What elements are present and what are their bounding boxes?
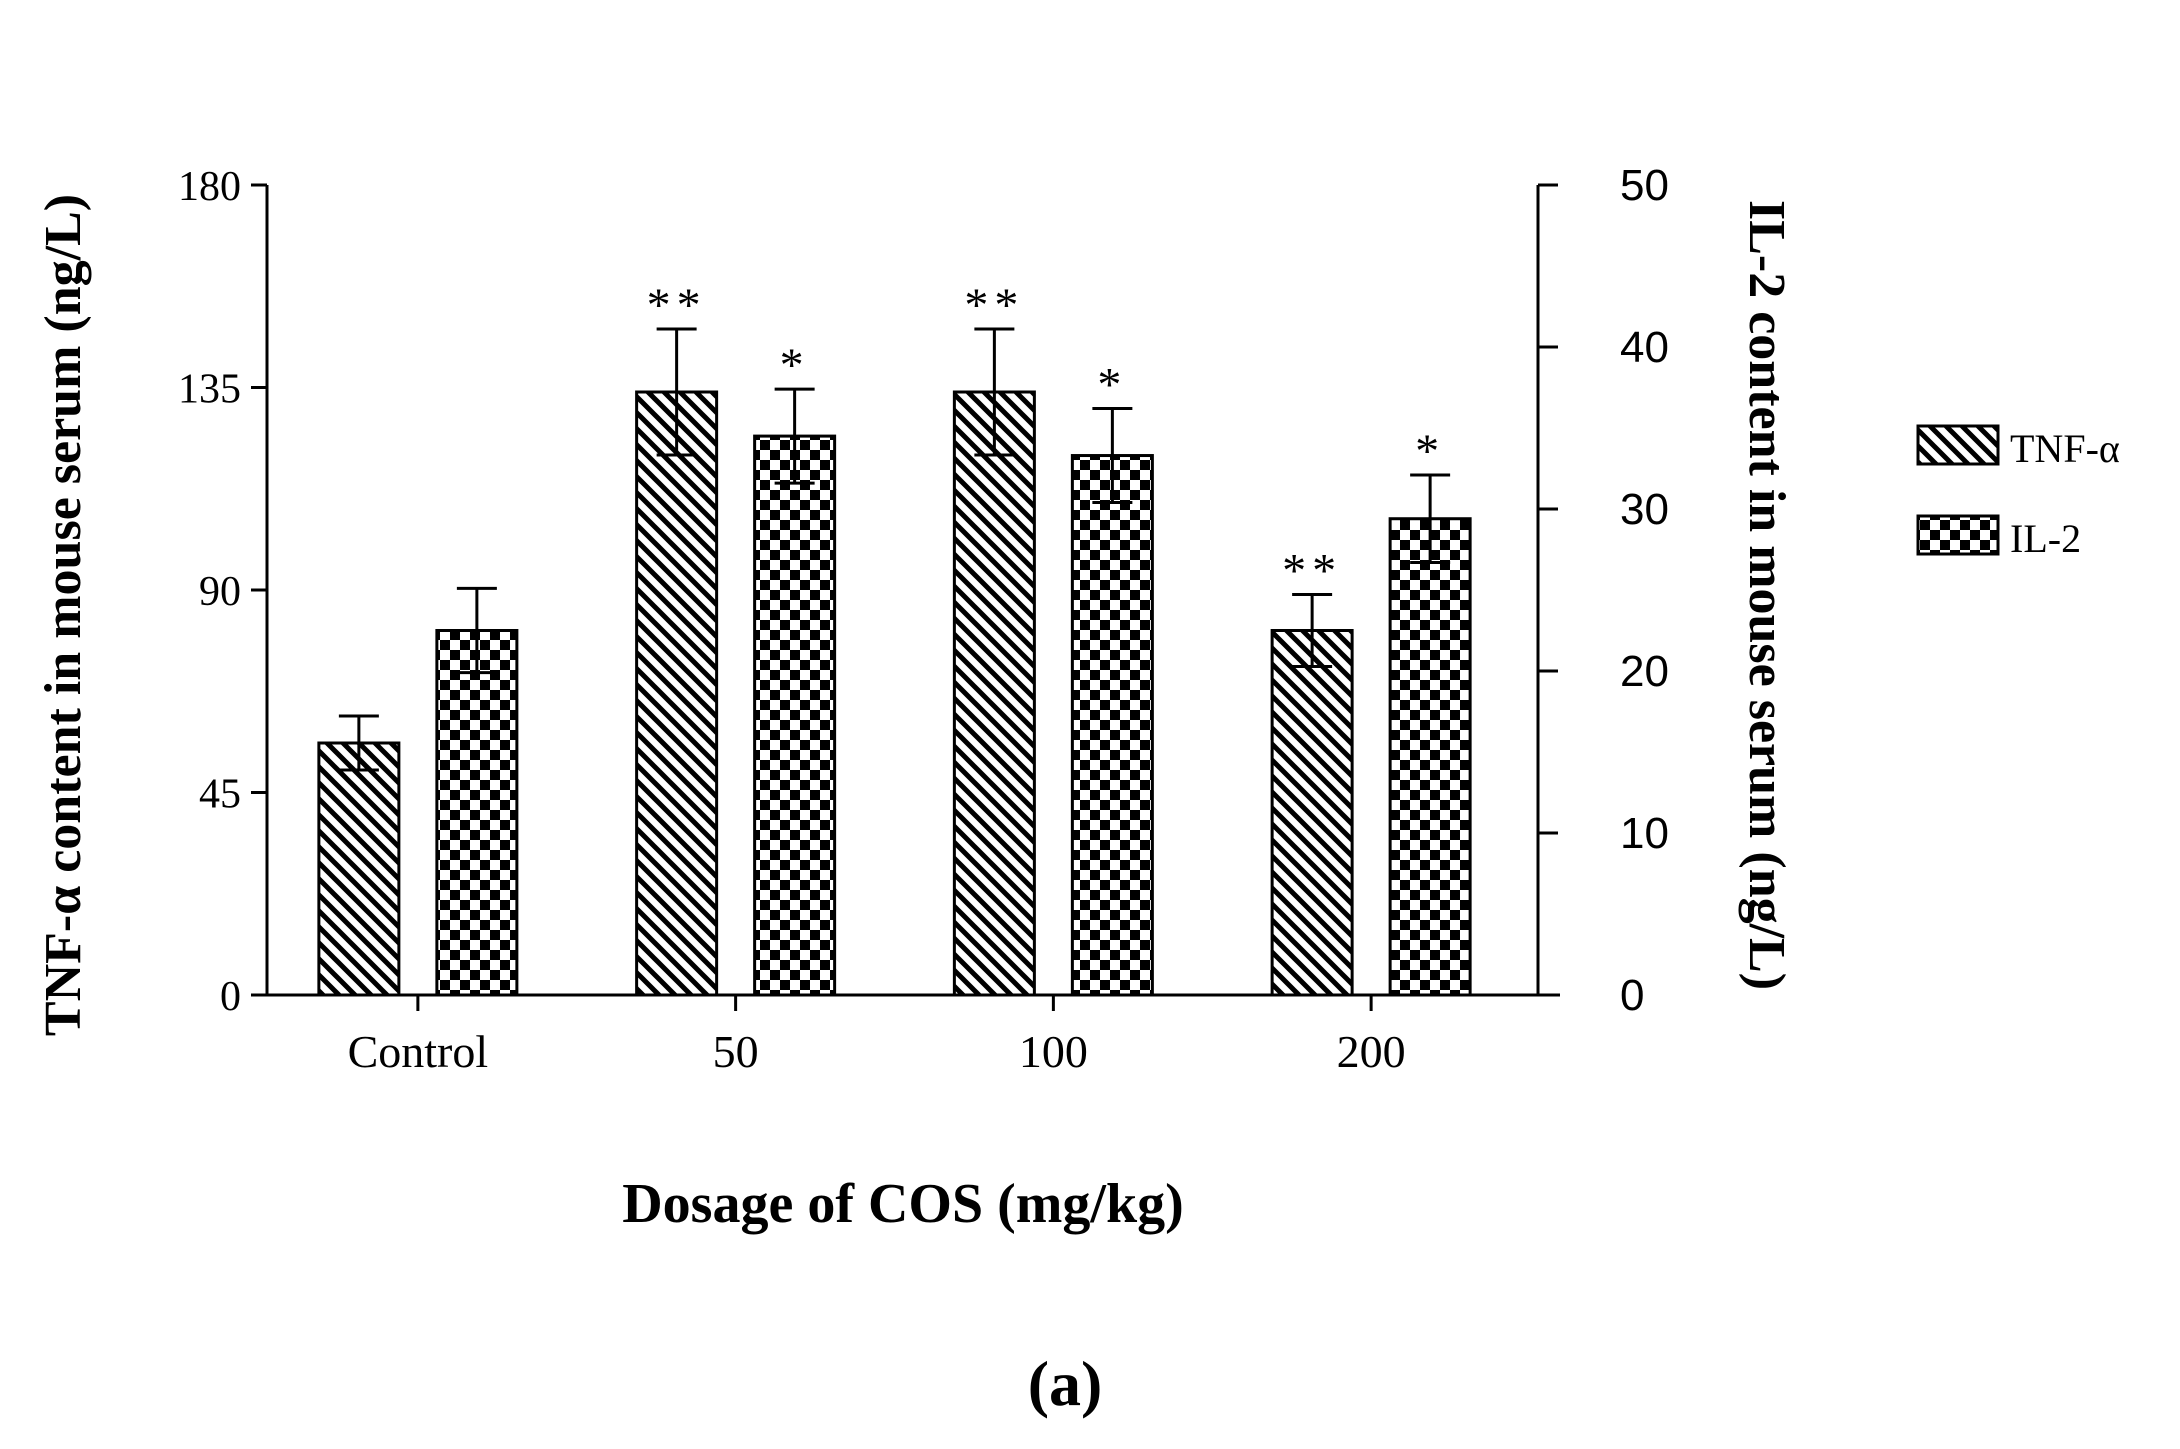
x-tick-label: 200 <box>1337 1026 1406 1077</box>
right-y-tick-label: 50 <box>1620 161 1669 210</box>
significance-marker: * <box>780 339 810 392</box>
figure-caption: (a) <box>1028 1348 1103 1419</box>
significance-markers: ** ***** ** <box>647 279 1445 598</box>
right-y-tick-label: 10 <box>1620 809 1669 858</box>
bars <box>317 390 1472 997</box>
right-y-ticks: 0 10 20 30 40 50 <box>1538 161 1669 1020</box>
left-y-axis-title: TNF-α content in mouse serum (ng/L) <box>35 194 92 1036</box>
legend-label-il2: IL-2 <box>2010 516 2081 561</box>
bar <box>1270 629 1354 997</box>
left-y-tick-label: 135 <box>178 367 241 413</box>
left-y-tick-label: 0 <box>220 974 241 1020</box>
legend-swatch-tnf <box>1916 424 2000 466</box>
significance-marker: ** <box>1282 545 1342 598</box>
right-y-axis-title: IL-2 content in mouse serum (ng/L) <box>1738 200 1795 990</box>
bar <box>635 390 719 997</box>
error-bars <box>338 327 1451 772</box>
x-tick-label: 100 <box>1019 1026 1088 1077</box>
legend-label-tnf: TNF-α <box>2010 426 2120 471</box>
right-y-tick-label: 30 <box>1620 485 1669 534</box>
bar <box>1388 517 1472 997</box>
right-y-tick-label: 20 <box>1620 647 1669 696</box>
left-y-tick-label: 45 <box>199 772 241 818</box>
x-ticks: Control 50 100 200 <box>348 995 1406 1077</box>
bar <box>317 741 401 997</box>
left-y-tick-label: 180 <box>178 164 241 210</box>
bar <box>753 434 837 997</box>
significance-marker: * <box>1097 359 1127 412</box>
left-y-ticks: 0 45 90 135 180 <box>178 164 267 1020</box>
legend: TNF-α IL-2 <box>1916 424 2120 561</box>
bar <box>952 390 1036 997</box>
right-y-tick-label: 40 <box>1620 323 1669 372</box>
right-y-tick-label: 0 <box>1620 971 1644 1020</box>
bar <box>435 629 519 997</box>
legend-swatch-il2 <box>1916 514 2000 556</box>
x-tick-label: 50 <box>713 1026 759 1077</box>
significance-marker: ** <box>964 279 1024 332</box>
significance-marker: ** <box>647 279 707 332</box>
x-tick-label: Control <box>348 1026 489 1077</box>
significance-marker: * <box>1415 425 1445 478</box>
left-y-tick-label: 90 <box>199 569 241 615</box>
bar <box>1070 454 1154 997</box>
x-axis-title: Dosage of COS (mg/kg) <box>622 1173 1184 1235</box>
